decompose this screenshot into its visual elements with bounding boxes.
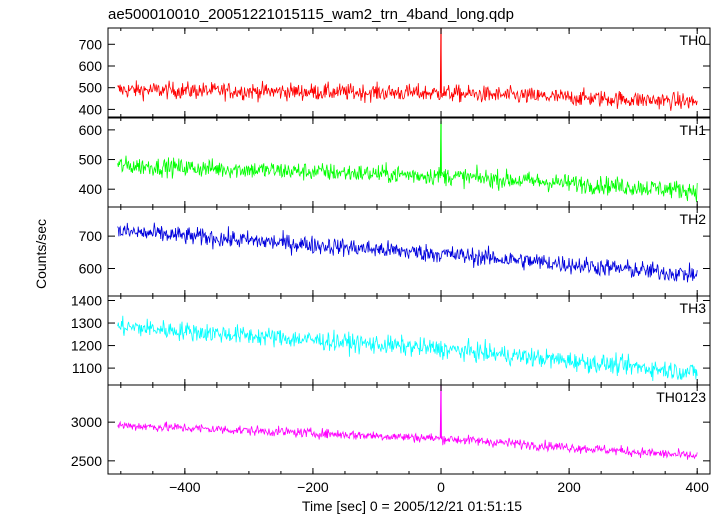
panel-label-th1: TH1	[680, 122, 707, 138]
x-tick-label: 0	[437, 479, 445, 495]
panel-label-th0123: TH0123	[656, 389, 706, 405]
panel-th0: 400 500 600 700 TH0	[79, 27, 711, 118]
y-tick-label: 1200	[71, 338, 102, 354]
x-tick-label: 400	[686, 479, 710, 495]
chart-title: ae500010010_20051221015115_wam2_trn_4ban…	[108, 6, 514, 23]
series-line-th0123	[117, 385, 698, 460]
y-tick-label: 600	[79, 260, 103, 276]
y-tick-label: 2500	[71, 453, 102, 469]
y-tick-label: 600	[79, 122, 103, 138]
panel-th3: 1100 1200 1300 1400 TH3	[71, 293, 711, 386]
panel-frame	[107, 295, 711, 386]
panel-th0123: 2500 3000 TH0123	[71, 384, 711, 475]
x-tick-label: 200	[557, 479, 581, 495]
y-tick-label: 700	[79, 228, 103, 244]
panel-label-th3: TH3	[680, 300, 707, 316]
y-tick-label: 1300	[71, 315, 102, 331]
x-axis-label: Time [sec] 0 = 2005/12/21 01:51:15	[302, 498, 522, 514]
y-tick-label: 1100	[72, 360, 102, 376]
x-tick-label: −200	[297, 479, 329, 495]
series-line-th0	[117, 28, 698, 111]
y-tick-label: 500	[79, 80, 103, 96]
panel-label-th2: TH2	[680, 211, 707, 227]
x-tick-label: −400	[169, 479, 201, 495]
y-tick-label: 400	[79, 101, 103, 117]
series-line-th1	[117, 120, 698, 202]
panel-frame	[107, 27, 711, 118]
panel-frame	[107, 117, 711, 208]
panel-label-th0: TH0	[680, 32, 707, 48]
y-tick-label: 500	[79, 152, 103, 168]
y-tick-label: 3000	[71, 414, 102, 430]
panel-th2: 600 700 TH2	[79, 206, 711, 297]
y-tick-label: 1400	[71, 293, 102, 309]
panels-layer: 400 500 600 700 TH0 400 500 600 TH1 600 700 TH2 1100…	[71, 27, 711, 495]
y-axis-label: Counts/sec	[33, 219, 49, 289]
y-tick-label: 400	[79, 181, 103, 197]
y-tick-label: 700	[79, 36, 103, 52]
y-tick-label: 600	[79, 58, 103, 74]
series-line-th2	[117, 222, 698, 283]
series-line-th3	[117, 315, 698, 382]
panel-th1: 400 500 600 TH1	[79, 117, 711, 208]
